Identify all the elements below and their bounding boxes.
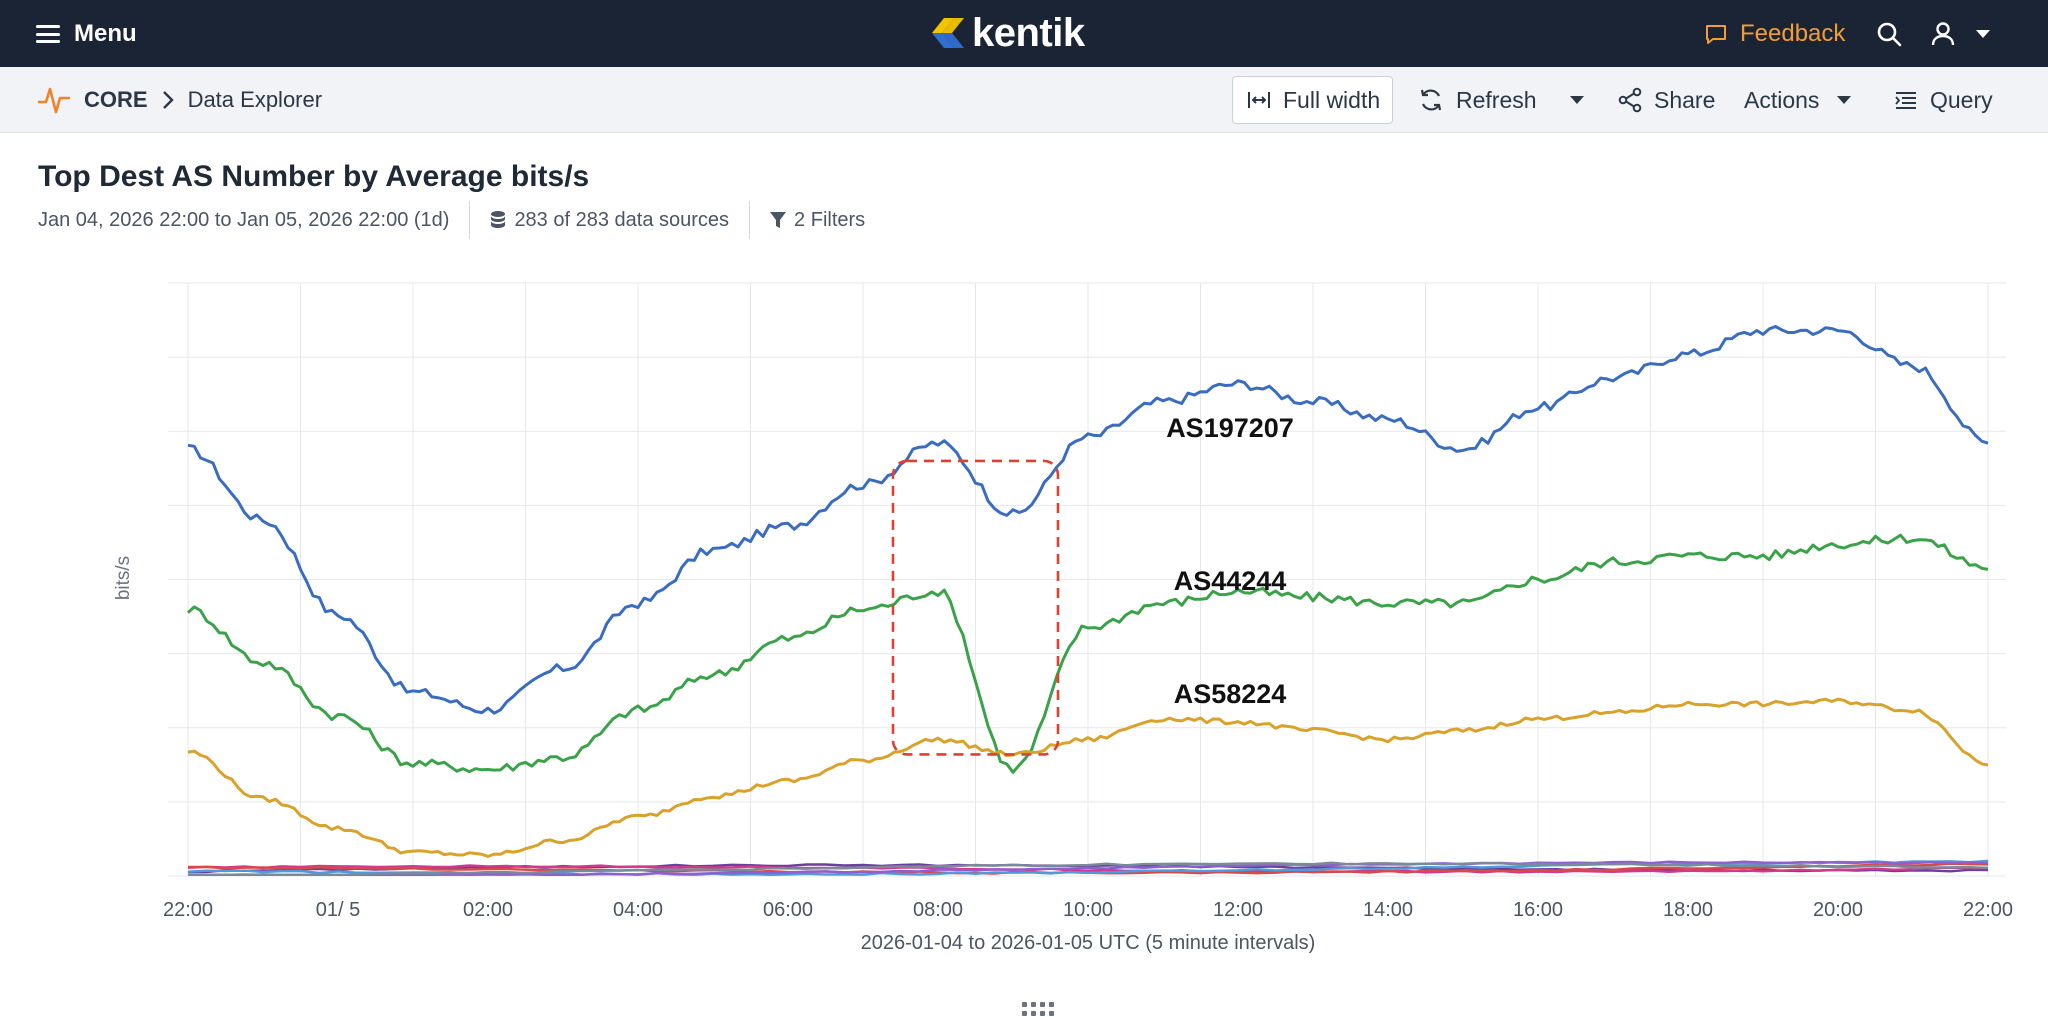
- refresh-icon: [1420, 89, 1442, 111]
- chevron-down-icon: [1976, 30, 1990, 38]
- x-tick-label: 06:00: [763, 899, 813, 921]
- divider: [749, 201, 751, 239]
- view-title: Top Dest AS Number by Average bits/s: [38, 160, 590, 193]
- highlight-box: [891, 459, 1060, 756]
- x-tick-label: 01/ 5: [316, 899, 360, 921]
- query-list-icon: [1895, 92, 1916, 109]
- share-button[interactable]: Share: [1618, 76, 1715, 124]
- kentik-logo-icon: [932, 18, 964, 48]
- full-width-icon: [1248, 92, 1270, 108]
- search-icon[interactable]: [1872, 17, 1906, 51]
- series-annotation: AS44244: [1174, 566, 1287, 596]
- top-navigation-bar: Menu kentik Feedback: [0, 0, 2048, 67]
- x-tick-label: 14:00: [1363, 899, 1413, 921]
- database-icon: [491, 211, 506, 228]
- query-label: Query: [1930, 86, 1993, 113]
- line-chart: AS197207 AS44244 AS58224 22:00 01/ 5 02:00 04…: [0, 260, 2048, 960]
- minor-series-line: [188, 861, 1989, 876]
- feedback-button[interactable]: Feedback: [1704, 14, 1845, 54]
- minor-series-line: [188, 860, 1989, 877]
- brand-name: kentik: [972, 10, 1085, 55]
- annotation-group: AS197207 AS44244 AS58224: [1166, 413, 1294, 709]
- pulse-icon: [38, 87, 70, 114]
- chart-grid: [168, 282, 2006, 877]
- hamburger-icon: [36, 25, 60, 43]
- caret-down-icon: [1837, 96, 1852, 104]
- actions-dropdown[interactable]: Actions: [1744, 76, 1852, 124]
- data-sources[interactable]: 283 of 283 data sources: [490, 209, 729, 232]
- share-label: Share: [1654, 86, 1716, 113]
- time-range[interactable]: Jan 04, 2026 22:00 to Jan 05, 2026 22:00…: [38, 208, 450, 231]
- menu-label: Menu: [74, 20, 137, 47]
- x-tick-label: 22:00: [1963, 899, 2013, 921]
- user-menu-button[interactable]: [1930, 17, 1990, 51]
- divider: [469, 201, 471, 239]
- filters[interactable]: 2 Filters: [770, 209, 865, 232]
- minor-series-line: [187, 864, 1989, 874]
- series-annotation: AS197207: [1166, 413, 1294, 443]
- breadcrumb-current: Data Explorer: [187, 87, 323, 112]
- data-sources-label: 283 of 283 data sources: [514, 208, 730, 231]
- refresh-options-dropdown[interactable]: [1566, 76, 1588, 124]
- feedback-label: Feedback: [1740, 20, 1846, 47]
- x-tick-label: 04:00: [613, 899, 663, 921]
- series-line-as58224: [187, 697, 1989, 858]
- x-tick-label: 02:00: [463, 899, 513, 921]
- kentik-logo[interactable]: kentik: [930, 10, 1085, 56]
- series-annotation: AS58224: [1174, 679, 1287, 709]
- refresh-label: Refresh: [1456, 86, 1537, 113]
- menu-button[interactable]: Menu: [36, 14, 137, 54]
- breadcrumb: CORE Data Explorer: [38, 83, 322, 117]
- view-metadata: Jan 04, 2026 22:00 to Jan 05, 2026 22:00…: [38, 201, 865, 239]
- share-icon: [1618, 87, 1642, 113]
- refresh-button[interactable]: Refresh: [1418, 76, 1537, 124]
- series-line-as197207: [187, 325, 1989, 715]
- x-tick-label: 08:00: [913, 899, 963, 921]
- module-toolbar: CORE Data Explorer Full width Refresh Sh…: [0, 67, 2048, 133]
- caret-down-icon: [1570, 96, 1584, 104]
- x-axis-caption: 2026-01-04 to 2026-01-05 UTC (5 minute i…: [861, 932, 1316, 954]
- chevron-right-icon: [162, 91, 174, 109]
- user-icon: [1931, 22, 1955, 46]
- x-tick-label: 20:00: [1813, 899, 1863, 921]
- full-width-label: Full width: [1283, 86, 1381, 113]
- chat-bubble-icon: [1706, 25, 1726, 44]
- y-axis-label: bits/s: [113, 556, 134, 600]
- series-line-as44244: [186, 533, 1989, 774]
- filters-label: 2 Filters: [794, 208, 866, 231]
- x-tick-label: 16:00: [1513, 899, 1563, 921]
- actions-label: Actions: [1744, 86, 1820, 113]
- minor-series-group: [187, 859, 1989, 877]
- full-width-button[interactable]: Full width: [1232, 76, 1393, 124]
- x-tick-label: 18:00: [1663, 899, 1713, 921]
- query-button[interactable]: Query: [1894, 76, 1993, 124]
- x-tick-label: 10:00: [1063, 899, 1113, 921]
- filter-icon: [770, 212, 787, 228]
- chart-svg: AS197207 AS44244 AS58224 22:00 01/ 5 02:00 04…: [113, 282, 2013, 954]
- resize-handle[interactable]: [1022, 1002, 1056, 1016]
- breadcrumb-root[interactable]: CORE: [84, 87, 148, 112]
- x-tick-label: 12:00: [1213, 899, 1263, 921]
- x-axis-ticks: 22:00 01/ 5 02:00 04:00 06:00 08:00 10:00 12:00…: [163, 899, 2013, 921]
- x-tick-label: 22:00: [163, 899, 213, 921]
- series-group: [186, 325, 1989, 858]
